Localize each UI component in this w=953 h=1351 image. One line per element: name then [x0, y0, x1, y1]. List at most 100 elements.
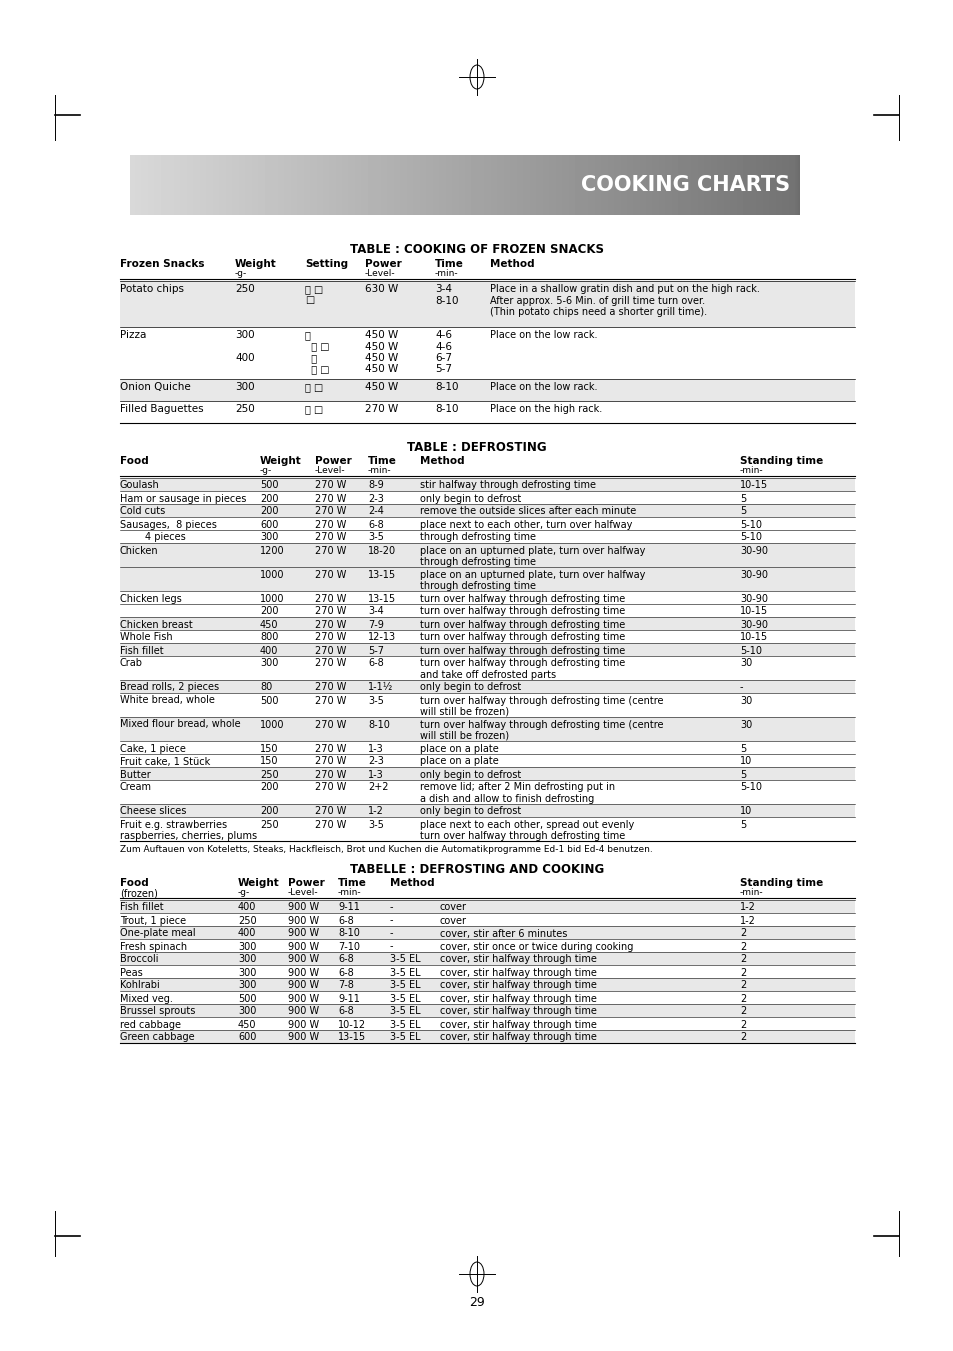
- Bar: [120, 680, 854, 693]
- Text: only begin to defrost: only begin to defrost: [419, 493, 520, 504]
- Text: 5: 5: [740, 493, 745, 504]
- Text: 900 W: 900 W: [288, 955, 319, 965]
- Text: cover, stir halfway through time: cover, stir halfway through time: [439, 1032, 597, 1043]
- Text: 900 W: 900 W: [288, 942, 319, 951]
- Text: 3-5 EL: 3-5 EL: [390, 955, 420, 965]
- Text: 6-8: 6-8: [368, 658, 383, 669]
- Text: 1000: 1000: [260, 593, 284, 604]
- Text: 8-10: 8-10: [337, 928, 359, 939]
- Text: 6-8: 6-8: [337, 916, 354, 925]
- Text: (Thin potato chips need a shorter grill time).: (Thin potato chips need a shorter grill …: [490, 307, 706, 317]
- Text: 8-10: 8-10: [435, 296, 458, 305]
- Text: (frozen): (frozen): [120, 888, 157, 898]
- Text: -g-: -g-: [237, 888, 250, 897]
- Bar: [120, 478, 854, 490]
- Text: One-plate meal: One-plate meal: [120, 928, 195, 939]
- Text: Mixed veg.: Mixed veg.: [120, 993, 172, 1004]
- Text: COOKING CHARTS: COOKING CHARTS: [580, 176, 789, 195]
- Text: Frozen Snacks: Frozen Snacks: [120, 259, 204, 269]
- Text: remove the outside slices after each minute: remove the outside slices after each min…: [419, 507, 636, 516]
- Text: 10: 10: [740, 807, 752, 816]
- Text: 450 W: 450 W: [365, 330, 397, 340]
- Text: -g-: -g-: [260, 466, 272, 476]
- Text: Standing time: Standing time: [740, 878, 822, 888]
- Text: Sausages,  8 pieces: Sausages, 8 pieces: [120, 520, 216, 530]
- Text: 300: 300: [234, 382, 254, 392]
- Text: 300: 300: [234, 330, 254, 340]
- Text: 900 W: 900 W: [288, 981, 319, 990]
- Text: 3-5 EL: 3-5 EL: [390, 993, 420, 1004]
- Text: Weight: Weight: [237, 878, 279, 888]
- Text: 5: 5: [740, 770, 745, 780]
- Text: 270 W: 270 W: [314, 682, 346, 693]
- Text: place on a plate: place on a plate: [419, 757, 498, 766]
- Text: 10-15: 10-15: [740, 607, 767, 616]
- Text: Method: Method: [419, 457, 464, 466]
- Text: 5-7: 5-7: [368, 646, 384, 655]
- Text: 6-8: 6-8: [337, 955, 354, 965]
- Text: 1-3: 1-3: [368, 743, 383, 754]
- Bar: [120, 617, 854, 630]
- Text: 450 W: 450 W: [365, 365, 397, 374]
- Text: 30: 30: [740, 720, 752, 730]
- Text: 270 W: 270 W: [314, 620, 346, 630]
- Bar: [120, 1004, 854, 1017]
- Text: Fish fillet: Fish fillet: [120, 902, 164, 912]
- Text: -: -: [740, 682, 742, 693]
- Text: Kohlrabi: Kohlrabi: [120, 981, 159, 990]
- Text: Weight: Weight: [260, 457, 301, 466]
- Text: -: -: [390, 928, 393, 939]
- Text: 7-8: 7-8: [337, 981, 354, 990]
- Text: only begin to defrost: only begin to defrost: [419, 807, 520, 816]
- Text: Fish fillet: Fish fillet: [120, 646, 164, 655]
- Text: 2: 2: [740, 928, 745, 939]
- Text: 3-5 EL: 3-5 EL: [390, 1032, 420, 1043]
- Text: 150: 150: [260, 743, 278, 754]
- Text: turn over halfway through defrosting time (centre: turn over halfway through defrosting tim…: [419, 696, 662, 705]
- Text: 900 W: 900 W: [288, 1006, 319, 1016]
- Text: cover: cover: [439, 902, 467, 912]
- Text: Cheese slices: Cheese slices: [120, 807, 186, 816]
- Text: Fruit e.g. strawberries: Fruit e.g. strawberries: [120, 820, 227, 830]
- Text: 400: 400: [237, 902, 256, 912]
- Text: 2-3: 2-3: [368, 493, 383, 504]
- Text: place next to each other, spread out evenly: place next to each other, spread out eve…: [419, 820, 634, 830]
- Text: 10-12: 10-12: [337, 1020, 366, 1029]
- Text: 270 W: 270 W: [314, 493, 346, 504]
- Text: 900 W: 900 W: [288, 967, 319, 978]
- Text: 300: 300: [237, 955, 256, 965]
- Text: 1000: 1000: [260, 570, 284, 580]
- Text: 600: 600: [237, 1032, 256, 1043]
- Text: 250: 250: [234, 404, 254, 413]
- Text: 5-10: 5-10: [740, 646, 761, 655]
- Text: ⎕ □: ⎕ □: [305, 284, 323, 295]
- Text: place on an upturned plate, turn over halfway: place on an upturned plate, turn over ha…: [419, 570, 644, 580]
- Text: 13-15: 13-15: [368, 570, 395, 580]
- Text: Weight: Weight: [234, 259, 276, 269]
- Text: 250: 250: [260, 770, 278, 780]
- Text: Food: Food: [120, 878, 149, 888]
- Text: -min-: -min-: [435, 269, 458, 278]
- Text: place on an upturned plate, turn over halfway: place on an upturned plate, turn over ha…: [419, 546, 644, 555]
- Text: Goulash: Goulash: [120, 481, 159, 490]
- Text: 900 W: 900 W: [288, 1020, 319, 1029]
- Text: 18-20: 18-20: [368, 546, 395, 555]
- Text: 270 W: 270 W: [314, 632, 346, 643]
- Text: through defrosting time: through defrosting time: [419, 557, 536, 567]
- Text: 900 W: 900 W: [288, 916, 319, 925]
- Text: 5: 5: [740, 743, 745, 754]
- Text: 300: 300: [237, 942, 256, 951]
- Text: through defrosting time: through defrosting time: [419, 532, 536, 543]
- Text: 3-5: 3-5: [368, 820, 383, 830]
- Text: -Level-: -Level-: [365, 269, 395, 278]
- Text: Food: Food: [120, 457, 149, 466]
- Bar: [120, 1029, 854, 1043]
- Text: Chicken breast: Chicken breast: [120, 620, 193, 630]
- Bar: [800, 155, 854, 215]
- Text: 30: 30: [740, 658, 752, 669]
- Text: place next to each other, turn over halfway: place next to each other, turn over half…: [419, 520, 632, 530]
- Text: 270 W: 270 W: [314, 570, 346, 580]
- Text: ⎕ □: ⎕ □: [305, 342, 329, 351]
- Text: TABLE : COOKING OF FROZEN SNACKS: TABLE : COOKING OF FROZEN SNACKS: [350, 243, 603, 255]
- Text: 270 W: 270 W: [314, 770, 346, 780]
